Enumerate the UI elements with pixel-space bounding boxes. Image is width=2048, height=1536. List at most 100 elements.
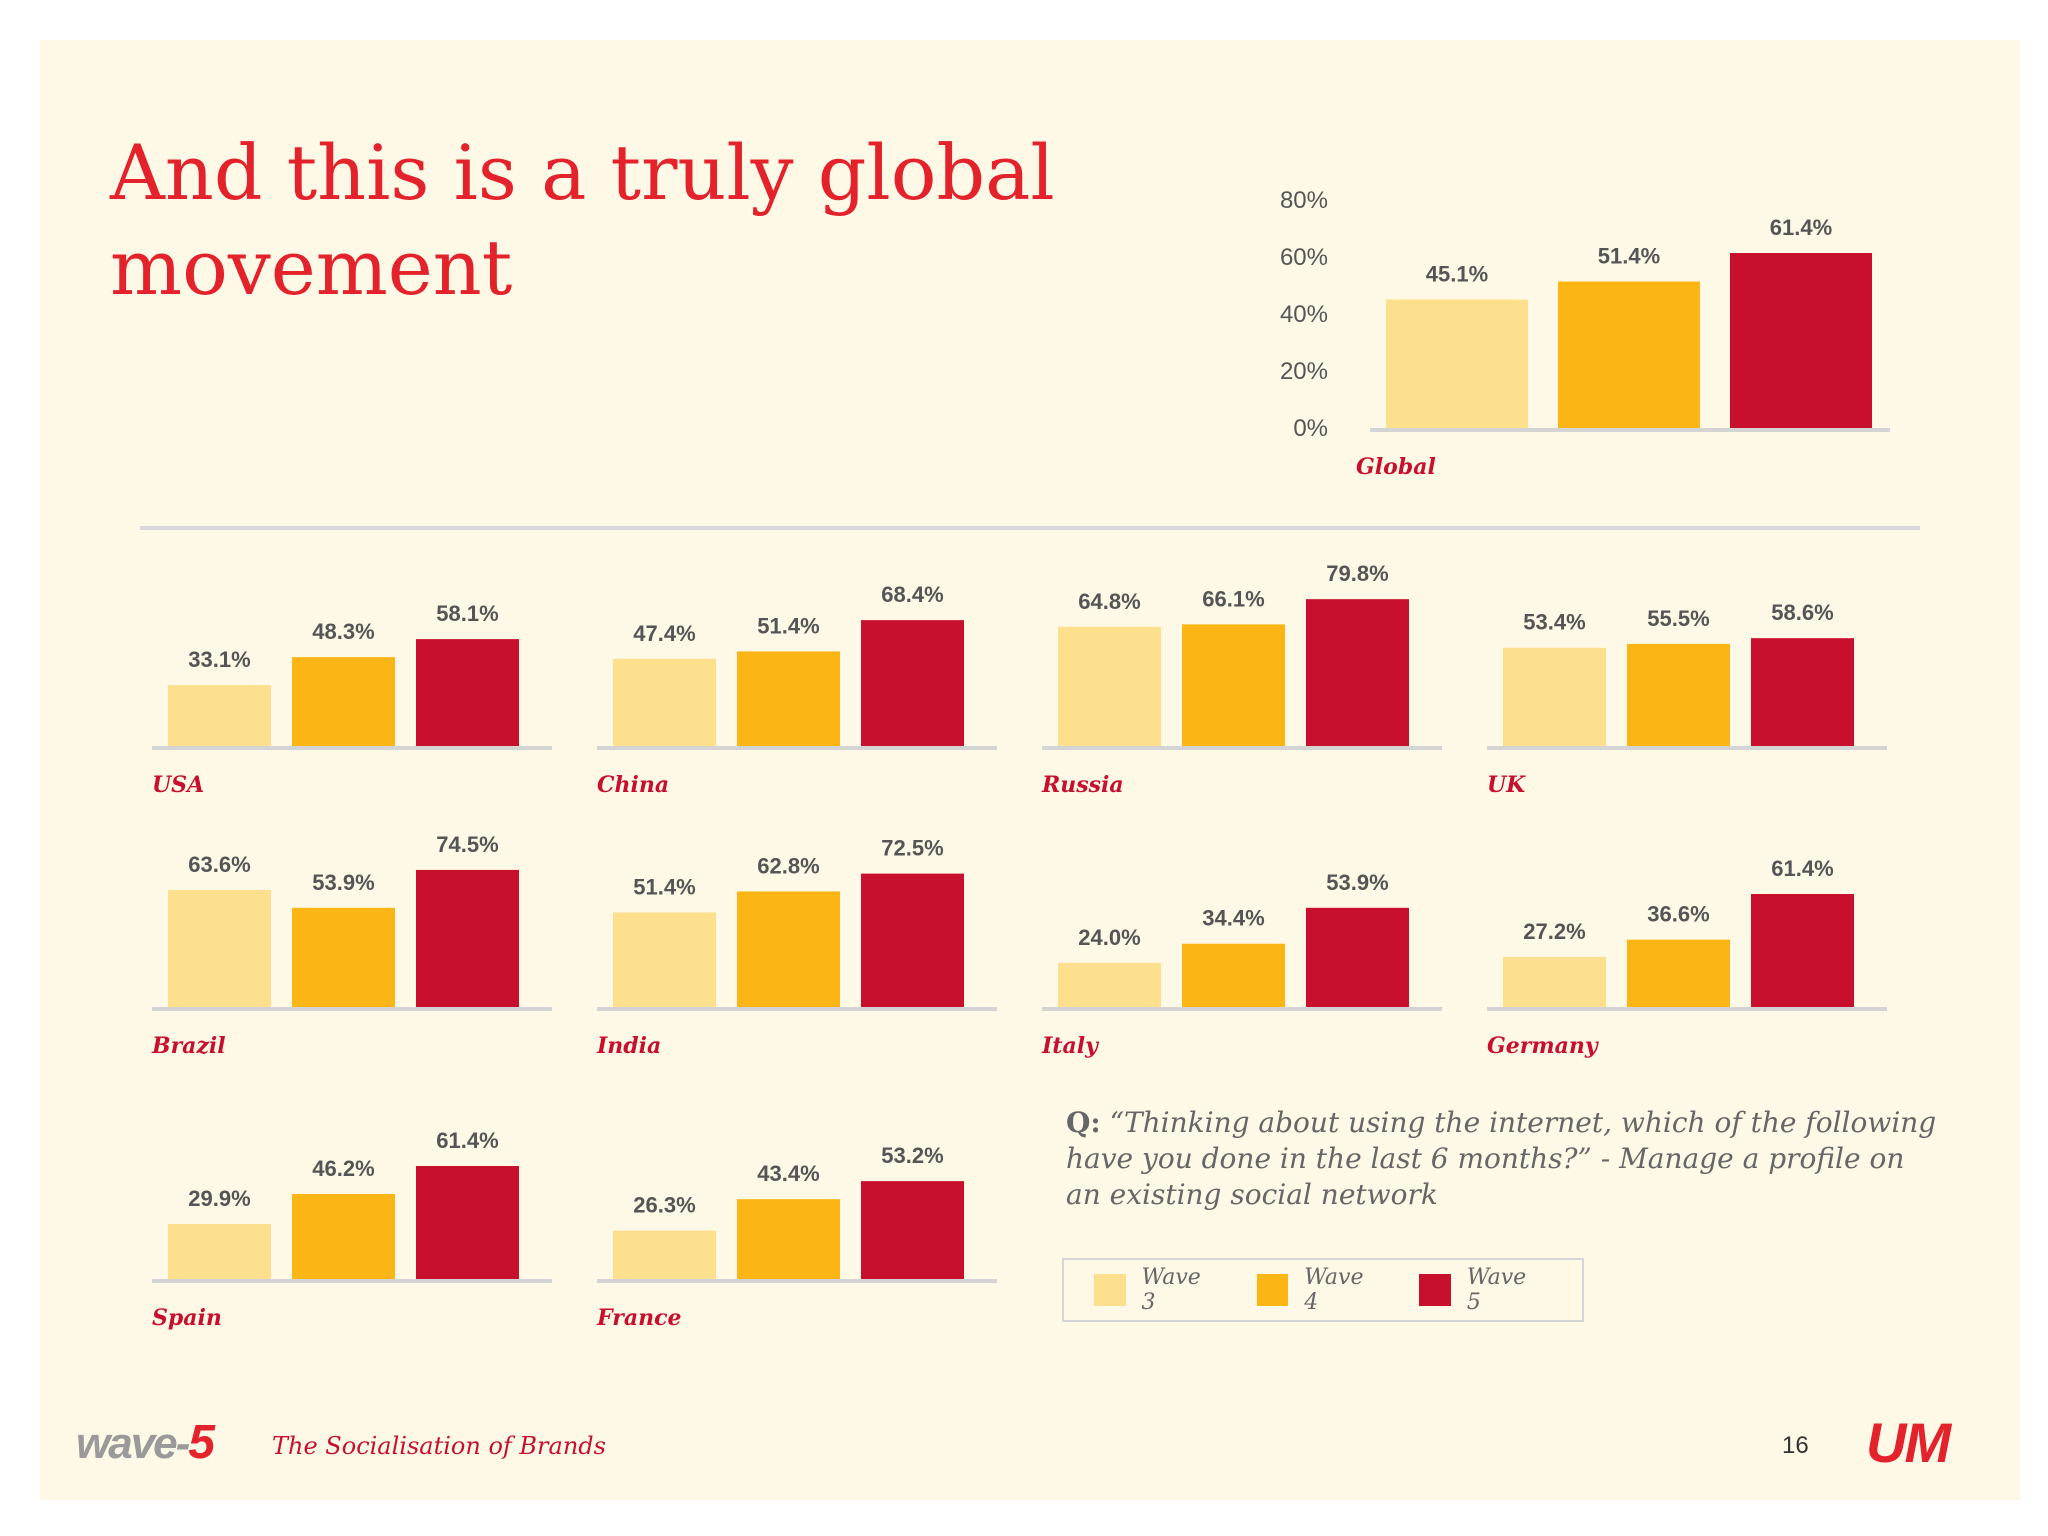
global-ytick: 60% <box>1280 244 1328 271</box>
footer-text: The Socialisation of Brands <box>272 1432 606 1460</box>
germany-chart-title: Germany <box>1487 1033 1600 1059</box>
italy-value-label-wave-3: 24.0% <box>1078 925 1140 950</box>
question-text: Q: “Thinking about using the internet, w… <box>1066 1105 1946 1213</box>
brazil-value-label-wave-3: 63.6% <box>188 852 250 877</box>
question-body: “Thinking about using the internet, whic… <box>1066 1106 1937 1211</box>
global-chart-title: Global <box>1356 454 1436 480</box>
uk-value-label-wave-5: 58.6% <box>1771 600 1833 625</box>
legend-swatch-wave-3 <box>1094 1274 1126 1306</box>
wave5-logo-text: wave- <box>76 1419 190 1468</box>
germany-value-label-wave-5: 61.4% <box>1771 856 1833 881</box>
china-bar-wave-4 <box>737 651 840 746</box>
italy-bar-wave-3 <box>1058 962 1161 1007</box>
global-bar-wave-3 <box>1386 299 1528 428</box>
russia-chart-title: Russia <box>1041 772 1124 798</box>
italy-value-label-wave-4: 34.4% <box>1202 906 1264 931</box>
legend-label-wave-3: Wave 3 <box>1141 1265 1201 1315</box>
france-value-label-wave-3: 26.3% <box>633 1193 695 1218</box>
brazil-bar-wave-5 <box>416 869 519 1007</box>
china-chart-title: China <box>597 772 669 798</box>
russia-value-label-wave-5: 79.8% <box>1326 561 1388 586</box>
brazil-bar-wave-4 <box>292 907 395 1007</box>
france-bar-wave-5 <box>861 1181 964 1279</box>
global-ytick: 20% <box>1280 358 1328 385</box>
usa-value-label-wave-5: 58.1% <box>436 601 498 626</box>
global-bar-wave-5 <box>1730 253 1872 428</box>
brazil-bar-wave-3 <box>168 889 271 1007</box>
russia-bar-wave-5 <box>1306 599 1409 746</box>
spain-value-label-wave-3: 29.9% <box>188 1186 250 1211</box>
brazil-value-label-wave-4: 53.9% <box>312 870 374 895</box>
global-ytick: 80% <box>1280 187 1328 214</box>
italy-chart-title: Italy <box>1041 1033 1100 1059</box>
india-value-label-wave-4: 62.8% <box>757 853 819 878</box>
brazil-value-label-wave-5: 74.5% <box>436 832 498 857</box>
usa-chart-title: USA <box>152 772 204 798</box>
charts-area: 0% 20% 40% 60% 80% 45.1% 51.4% 61.4% Global 33.1%… <box>140 187 1920 1331</box>
legend-item-wave-4: Wave 4 <box>1256 1265 1384 1315</box>
wave5-logo: wave-5 <box>76 1415 215 1470</box>
russia-bar-wave-4 <box>1182 624 1285 746</box>
uk-chart-title: UK <box>1487 772 1526 798</box>
spain-value-label-wave-5: 61.4% <box>436 1128 498 1153</box>
spain-bar-wave-4 <box>292 1193 395 1279</box>
china-value-label-wave-3: 47.4% <box>633 621 695 646</box>
germany-value-label-wave-4: 36.6% <box>1647 902 1709 927</box>
usa-bar-wave-3 <box>168 685 271 746</box>
germany-bar-wave-5 <box>1751 894 1854 1007</box>
legend-swatch-wave-4 <box>1256 1274 1289 1306</box>
spain-chart-title: Spain <box>152 1305 222 1331</box>
india-value-label-wave-5: 72.5% <box>881 836 943 861</box>
spain-bar-wave-3 <box>168 1223 271 1279</box>
germany-bar-wave-3 <box>1503 956 1606 1007</box>
france-bar-wave-3 <box>613 1230 716 1279</box>
slide-title: And this is a truly global movement <box>110 128 1055 312</box>
uk-bar-wave-4 <box>1627 643 1730 746</box>
uk-bar-wave-3 <box>1503 647 1606 746</box>
spain-bar-wave-5 <box>416 1166 519 1279</box>
usa-bar-wave-4 <box>292 657 395 746</box>
legend-item-wave-3: Wave 3 <box>1094 1265 1221 1315</box>
brazil-chart-title: Brazil <box>151 1033 226 1059</box>
italy-value-label-wave-5: 53.9% <box>1326 870 1388 895</box>
global-value-label-wave-4: 51.4% <box>1598 244 1660 269</box>
usa-value-label-wave-4: 48.3% <box>312 619 374 644</box>
legend-label-wave-5: Wave 5 <box>1466 1265 1527 1315</box>
india-bar-wave-4 <box>737 891 840 1007</box>
legend: Wave 3 Wave 4 Wave 5 <box>1062 1258 1584 1322</box>
india-value-label-wave-3: 51.4% <box>633 874 695 899</box>
legend-item-wave-5: Wave 5 <box>1419 1265 1546 1315</box>
global-value-label-wave-5: 61.4% <box>1770 215 1832 240</box>
italy-bar-wave-4 <box>1182 943 1285 1007</box>
um-logo: UM <box>1866 1411 1951 1474</box>
global-ytick: 40% <box>1280 301 1328 328</box>
question-prefix: Q: <box>1066 1106 1101 1139</box>
legend-swatch-wave-5 <box>1419 1274 1451 1306</box>
france-value-label-wave-5: 53.2% <box>881 1143 943 1168</box>
uk-bar-wave-5 <box>1751 638 1854 746</box>
france-value-label-wave-4: 43.4% <box>757 1161 819 1186</box>
france-chart-title: France <box>596 1305 681 1331</box>
russia-value-label-wave-4: 66.1% <box>1202 586 1264 611</box>
uk-value-label-wave-3: 53.4% <box>1523 610 1585 635</box>
slide: And this is a truly global movement 0% 20… <box>40 40 2020 1500</box>
china-bar-wave-3 <box>613 658 716 746</box>
france-bar-wave-4 <box>737 1199 840 1279</box>
germany-bar-wave-4 <box>1627 939 1730 1007</box>
china-value-label-wave-5: 68.4% <box>881 582 943 607</box>
wave5-logo-number: 5 <box>188 1416 215 1469</box>
russia-bar-wave-3 <box>1058 626 1161 746</box>
legend-label-wave-4: Wave 4 <box>1304 1265 1364 1315</box>
global-bar-wave-4 <box>1558 281 1700 428</box>
russia-value-label-wave-3: 64.8% <box>1078 589 1140 614</box>
china-value-label-wave-4: 51.4% <box>757 613 819 638</box>
usa-value-label-wave-3: 33.1% <box>188 647 250 672</box>
global-value-label-wave-3: 45.1% <box>1426 261 1488 286</box>
page-number: 16 <box>1782 1432 1809 1459</box>
uk-value-label-wave-4: 55.5% <box>1647 606 1709 631</box>
india-chart-title: India <box>596 1033 661 1059</box>
italy-bar-wave-5 <box>1306 907 1409 1007</box>
germany-value-label-wave-3: 27.2% <box>1523 919 1585 944</box>
global-ytick: 0% <box>1293 415 1328 442</box>
india-bar-wave-3 <box>613 912 716 1007</box>
